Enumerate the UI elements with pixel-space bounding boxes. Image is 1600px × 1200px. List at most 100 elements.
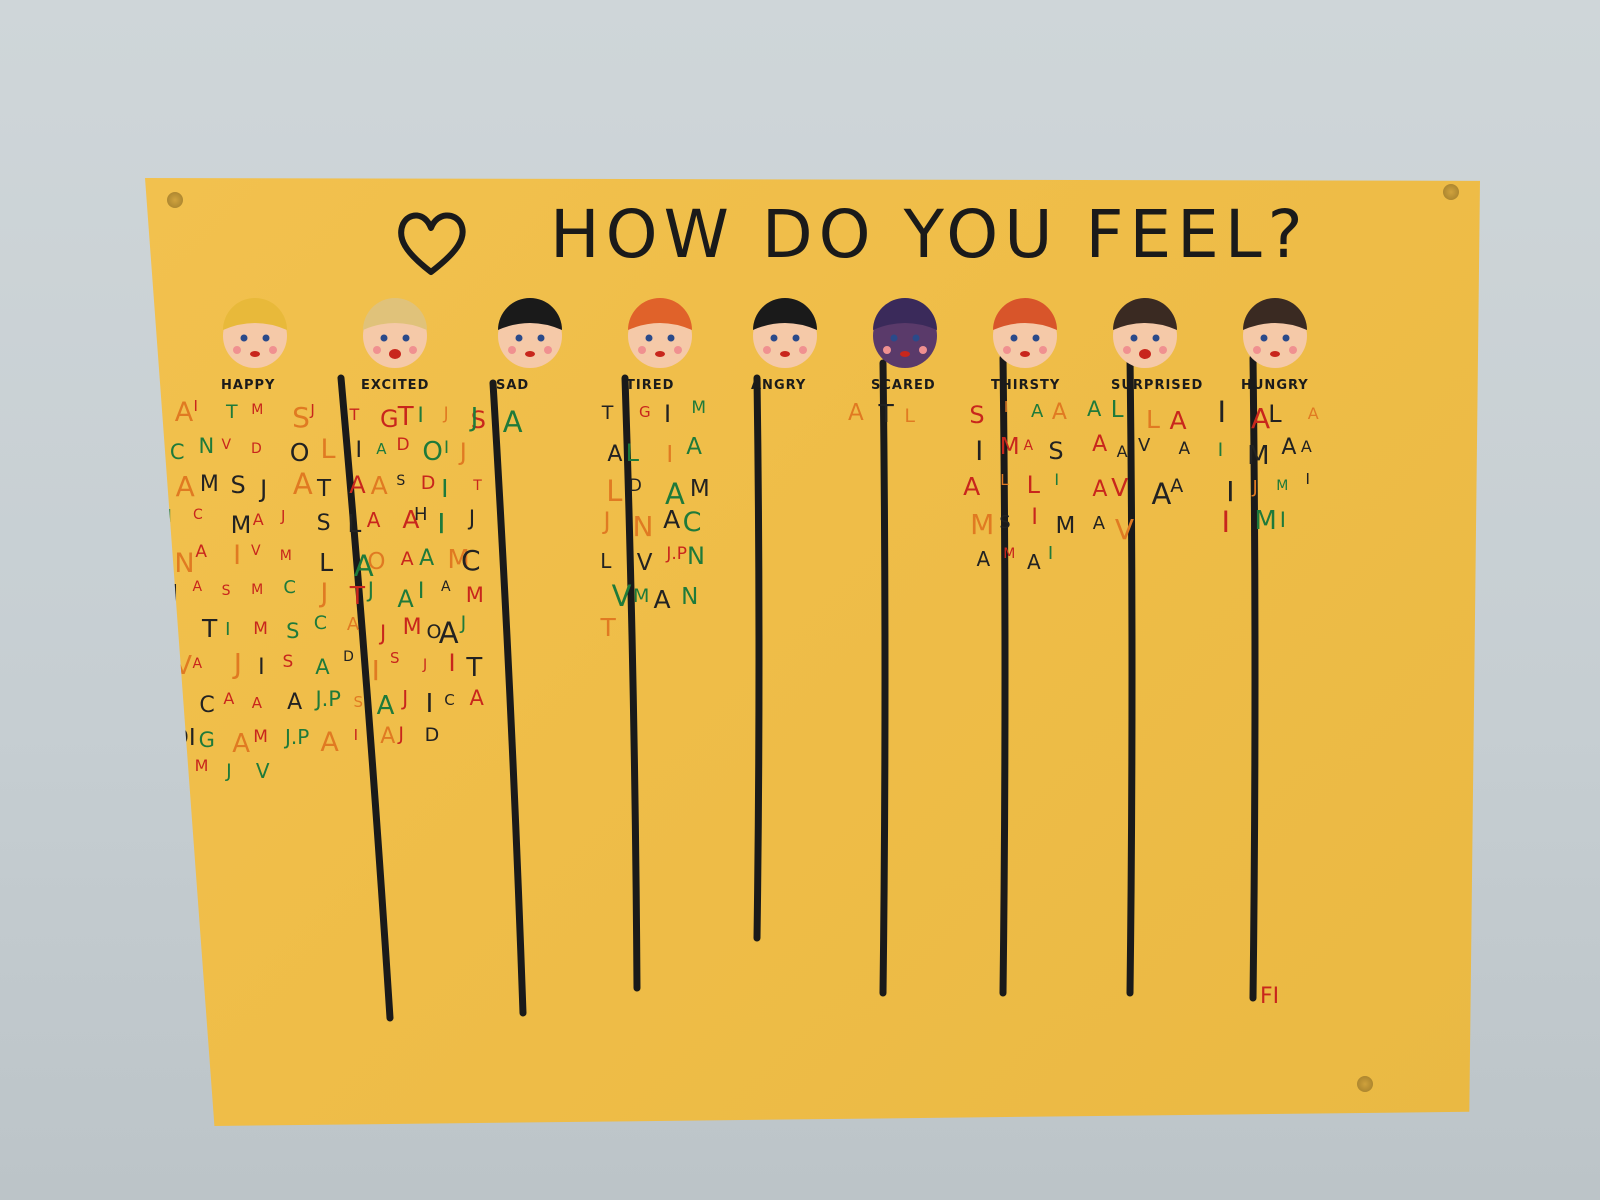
name-initial-mark: T bbox=[601, 402, 614, 425]
name-initial-mark: T bbox=[317, 476, 332, 503]
name-initial-mark: A bbox=[223, 688, 235, 708]
column-divider bbox=[753, 374, 763, 942]
name-initial-mark: D bbox=[420, 471, 436, 494]
name-initial-mark: S bbox=[286, 619, 300, 644]
name-initial-mark: N bbox=[632, 510, 654, 544]
name-initial-mark: A bbox=[320, 726, 339, 758]
name-initial-mark: A bbox=[1086, 397, 1102, 422]
name-initial-mark: M bbox=[253, 618, 268, 639]
name-initial-mark: I bbox=[437, 507, 446, 541]
name-initial-mark: O bbox=[422, 437, 443, 468]
name-initial-mark: S bbox=[171, 761, 187, 788]
name-initial-mark: L bbox=[320, 433, 336, 465]
name-initial-mark: G bbox=[379, 405, 399, 433]
name-initial-mark: I bbox=[448, 648, 456, 677]
name-initial-mark: I bbox=[355, 438, 362, 464]
name-initial-mark: A bbox=[402, 505, 420, 535]
name-initial-mark: A bbox=[175, 470, 195, 504]
name-initial-mark: M bbox=[1276, 478, 1289, 495]
name-initial-mark: S bbox=[1048, 437, 1064, 465]
name-initial-mark: DI bbox=[171, 725, 196, 752]
name-initial-mark: C bbox=[192, 507, 203, 524]
name-initial-mark: O bbox=[289, 438, 310, 468]
poster-title: HOW DO YOU FEEL? bbox=[550, 196, 1309, 273]
name-initial-mark: L bbox=[600, 548, 612, 573]
name-initial-mark: N bbox=[198, 433, 215, 458]
thumbtack bbox=[167, 192, 183, 208]
name-initial-mark: J bbox=[280, 507, 286, 526]
name-initial-mark: J bbox=[402, 685, 409, 710]
name-initial-mark: A bbox=[376, 690, 395, 721]
name-initial-mark: V bbox=[636, 549, 653, 576]
name-initial-mark: G bbox=[638, 402, 651, 421]
name-initial-mark: I bbox=[417, 403, 424, 428]
name-initial-mark: A bbox=[502, 404, 523, 439]
name-initial-mark: M bbox=[447, 545, 470, 576]
name-initial-mark: A bbox=[848, 399, 864, 426]
column-divider bbox=[1249, 354, 1259, 1002]
name-initial-mark: A bbox=[376, 440, 387, 459]
name-initial-mark: A bbox=[192, 579, 203, 595]
column-divider bbox=[879, 359, 889, 997]
name-initial-mark: M bbox=[251, 401, 264, 418]
column-label-surprised: SURPRISED bbox=[1111, 378, 1204, 393]
name-initial-mark: J bbox=[226, 760, 232, 783]
name-initial-mark: V bbox=[1114, 512, 1135, 546]
column-divider bbox=[999, 354, 1009, 997]
name-initial-mark: A bbox=[664, 476, 685, 511]
name-initial-mark: A bbox=[976, 546, 991, 571]
scared-face-icon bbox=[873, 298, 937, 368]
name-initial-mark: V bbox=[1138, 434, 1151, 456]
name-initial-mark: A bbox=[663, 504, 681, 534]
name-initial-mark: M bbox=[1247, 440, 1270, 471]
happy-crowned-face-icon bbox=[223, 298, 287, 368]
name-initial-mark: A bbox=[166, 619, 179, 640]
name-initial-mark: M bbox=[251, 582, 264, 599]
name-initial-mark: C bbox=[460, 543, 481, 577]
name-initial-mark: I bbox=[666, 441, 674, 468]
name-initial-mark: C bbox=[444, 691, 455, 710]
name-initial-mark: A bbox=[1281, 434, 1297, 460]
name-initial-mark: V bbox=[255, 759, 270, 784]
name-initial-mark: J bbox=[459, 437, 467, 466]
name-initial-mark: A bbox=[440, 579, 451, 596]
name-initial-mark: L bbox=[904, 405, 915, 428]
name-initial-mark: I bbox=[664, 399, 672, 428]
name-initial-mark: I bbox=[353, 725, 359, 744]
name-initial-mark: I bbox=[417, 579, 425, 605]
name-initial-mark: S bbox=[292, 400, 310, 434]
name-initial-mark: A bbox=[438, 616, 459, 651]
name-initial-mark: S bbox=[221, 583, 231, 600]
name-initial-mark: I bbox=[441, 473, 449, 503]
hungry-face-icon bbox=[1243, 298, 1307, 368]
name-initial-mark: I bbox=[1031, 505, 1038, 531]
name-initial-mark: S bbox=[389, 649, 400, 668]
name-initial-mark: S bbox=[396, 473, 406, 490]
name-initial-mark: L bbox=[1000, 471, 1009, 490]
poster: HOW DO YOU FEEL? HAPPY A I T M S J C N V D O L A M S J A T… bbox=[145, 178, 1480, 1126]
angry-face-icon bbox=[753, 298, 817, 368]
name-initial-mark: J bbox=[367, 577, 374, 602]
name-initial-mark: M bbox=[970, 507, 995, 541]
name-initial-mark: I bbox=[1221, 505, 1231, 539]
name-initial-mark: N bbox=[687, 542, 705, 571]
name-initial-mark: I bbox=[1305, 470, 1310, 489]
name-initial-mark: C bbox=[169, 439, 185, 464]
name-initial-mark: A bbox=[349, 471, 366, 500]
name-initial-mark: A bbox=[419, 546, 435, 572]
name-initial-mark: M bbox=[253, 727, 268, 748]
name-initial-mark: C bbox=[682, 507, 702, 539]
name-initial-mark: J bbox=[422, 657, 428, 674]
name-initial-mark: T bbox=[349, 405, 360, 425]
name-initial-mark: A bbox=[353, 548, 374, 583]
name-initial-mark: J bbox=[310, 400, 315, 419]
name-initial-mark: J bbox=[460, 612, 467, 635]
name-initial-mark: J bbox=[171, 580, 179, 607]
name-initial-mark: I bbox=[225, 618, 231, 640]
name-initial-mark: I bbox=[1047, 543, 1054, 565]
name-initial-mark: A bbox=[1170, 475, 1184, 498]
name-initial-mark: T bbox=[226, 401, 238, 424]
column-divider bbox=[621, 374, 641, 992]
name-initial-mark: A bbox=[192, 656, 203, 673]
poster-drawing bbox=[223, 298, 1307, 1022]
